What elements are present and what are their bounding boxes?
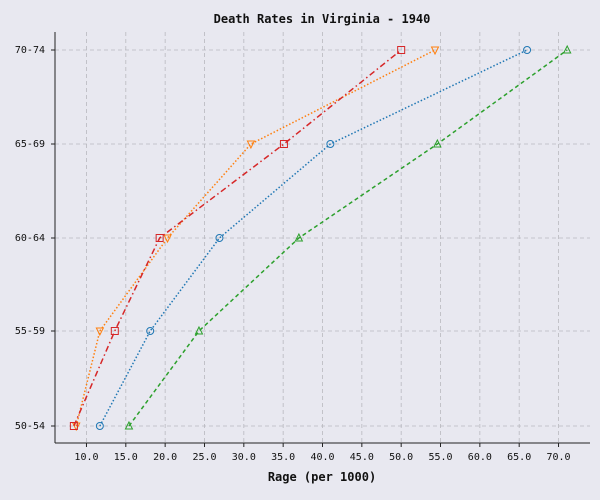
marker-triangle-up	[433, 138, 442, 148]
series-line	[128, 49, 568, 427]
y-tick-label: 70-74	[15, 45, 45, 56]
x-tick-label: 55.0	[428, 452, 452, 463]
x-axis-label: Rage (per 1000)	[268, 470, 376, 484]
x-tick-label: 25.0	[192, 452, 216, 463]
marker-square	[69, 422, 78, 430]
chart-title: Death Rates in Virginia - 1940	[214, 12, 431, 26]
axes-layer: 10.0 15.0 20.0 25.0 30.0 35.0 40.0 45.0 50.0 55.0…	[15, 32, 590, 463]
marker-triangle-up	[294, 232, 304, 242]
marker-triangle-up	[562, 44, 572, 54]
x-tick-label: 60.0	[468, 452, 492, 463]
y-tick-label: 60-64	[15, 233, 45, 244]
marker-triangle-down	[430, 46, 440, 56]
x-tick-label: 10.0	[74, 452, 98, 463]
marker-triangle-up	[194, 325, 204, 335]
x-tick-label: 15.0	[114, 452, 138, 463]
marker-triangle-up	[124, 420, 134, 430]
marker-triangle-down	[246, 140, 256, 150]
x-tick-label: 30.0	[232, 452, 256, 463]
x-tick-label: 45.0	[350, 452, 374, 463]
grid-layer	[55, 32, 590, 443]
series-4	[69, 46, 406, 430]
x-tick-label: 50.0	[389, 452, 413, 463]
series-1	[95, 46, 532, 430]
marker-triangle-down	[163, 234, 172, 244]
marker-triangle-down	[95, 327, 105, 337]
marker-square	[279, 140, 288, 148]
x-tick-label: 35.0	[271, 452, 295, 463]
marker-circle	[95, 422, 104, 430]
x-tick-label: 65.0	[507, 452, 531, 463]
x-tick-label: 40.0	[310, 452, 334, 463]
marker-circle	[146, 327, 155, 335]
series-layer	[69, 44, 572, 432]
y-tick-label: 65-69	[15, 139, 45, 150]
x-tick-label: 20.0	[153, 452, 177, 463]
x-tick-label: 70.0	[546, 452, 570, 463]
marker-square	[155, 234, 164, 242]
series-line	[99, 49, 528, 427]
y-tick-label: 50-54	[15, 421, 45, 432]
series-line	[73, 49, 402, 427]
marker-square	[110, 327, 119, 335]
series-3	[124, 44, 572, 430]
series-line	[75, 49, 436, 427]
marker-circle	[326, 140, 335, 148]
marker-circle	[523, 46, 532, 54]
y-tick-label: 55-59	[15, 326, 45, 337]
marker-square	[397, 46, 406, 54]
marker-circle	[215, 234, 224, 242]
